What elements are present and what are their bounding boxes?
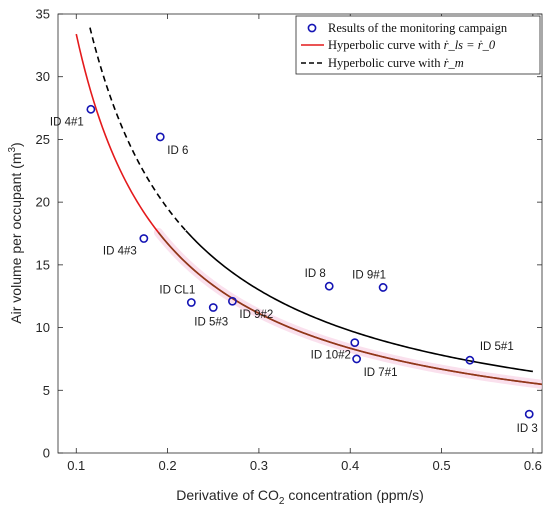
data-point [352,354,362,364]
data-point [324,281,334,291]
x-tick-label: 0.5 [433,458,451,473]
legend-math-red: ṙ_ls = ṙ_0 [444,38,496,52]
brown-curve-overlay [157,232,542,386]
legend-label-monitoring: Results of the monitoring campaign [328,21,508,35]
y-tick-label: 10 [36,320,50,335]
point-label: ID 10#2 [311,350,351,362]
point-label: ID 8 [305,268,326,280]
data-point [350,338,360,348]
point-label: ID 7#1 [364,367,398,379]
y-axis-title: Air volume per occupant (m3) [7,142,24,323]
point-label: ID 3 [517,423,538,435]
data-point [378,283,388,292]
x-tick-label: 0.1 [67,458,85,473]
legend-label-black: Hyperbolic curve with ṙ_m [328,56,464,70]
y-tick-label: 35 [36,7,50,22]
legend-marker-circle [307,23,317,33]
x-tick-label: 0.4 [341,458,359,473]
black-curve-dashed [89,27,187,232]
data-point [139,234,149,243]
point-label: ID 6 [167,145,188,157]
x-tick-label: 0.2 [159,458,177,473]
y-tick-label: 5 [43,383,50,398]
y-tick-label: 15 [36,257,50,272]
point-label: ID 9#1 [352,269,386,281]
data-point [465,355,475,365]
data-point [228,296,237,306]
point-label: ID 5#3 [194,317,228,329]
legend-box [295,15,541,75]
y-tick-label: 20 [36,195,50,210]
x-tick-label: 0.6 [524,458,542,473]
x-axis-title: Derivative of CO2 concentration (ppm/s) [176,487,424,507]
x-tick-label: 0.3 [250,458,268,473]
plot-area [57,13,543,454]
black-curve-solid [185,230,533,373]
data-point [524,409,534,419]
data-point [86,104,96,114]
legend-math-black: ṙ_m [444,56,464,70]
data-point [208,303,218,312]
y-tick-label: 30 [36,69,50,84]
y-tick-label: 25 [36,132,50,147]
point-label: ID CL1 [159,284,195,296]
point-label: ID 4#1 [50,116,84,128]
y-tick-label: 0 [43,446,50,461]
point-label: ID 5#1 [480,341,514,353]
point-label: ID 4#3 [103,246,137,258]
data-point [155,132,165,142]
legend-label-red: Hyperbolic curve with ṙ_ls = ṙ_0 [328,38,496,52]
point-label: ID 9#2 [239,309,273,321]
data-point [186,298,196,307]
